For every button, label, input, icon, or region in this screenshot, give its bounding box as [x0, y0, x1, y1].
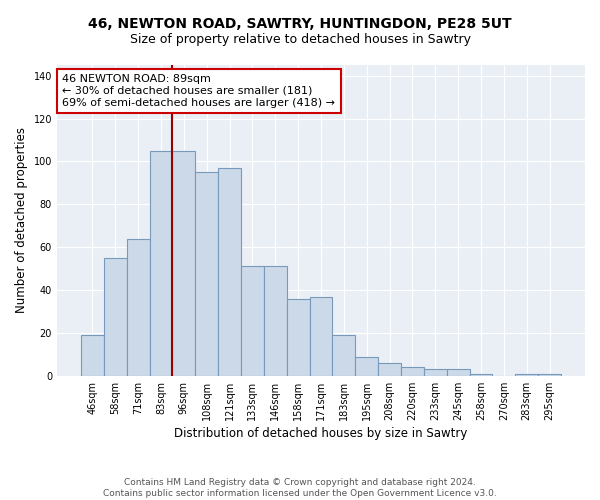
Text: Contains HM Land Registry data © Crown copyright and database right 2024.
Contai: Contains HM Land Registry data © Crown c… [103, 478, 497, 498]
Bar [218, 168, 241, 376]
X-axis label: Distribution of detached houses by size in Sawtry: Distribution of detached houses by size … [174, 427, 467, 440]
Bar [378, 363, 401, 376]
Bar [446, 370, 470, 376]
Text: Size of property relative to detached houses in Sawtry: Size of property relative to detached ho… [130, 32, 470, 46]
Bar [287, 298, 310, 376]
Bar [538, 374, 561, 376]
Bar [81, 335, 104, 376]
Bar [104, 258, 127, 376]
Bar [515, 374, 538, 376]
Bar [264, 266, 287, 376]
Bar [127, 238, 149, 376]
Text: 46 NEWTON ROAD: 89sqm
← 30% of detached houses are smaller (181)
69% of semi-det: 46 NEWTON ROAD: 89sqm ← 30% of detached … [62, 74, 335, 108]
Bar [355, 356, 378, 376]
Bar [424, 370, 446, 376]
Bar [401, 367, 424, 376]
Bar [195, 172, 218, 376]
Bar [310, 296, 332, 376]
Bar [241, 266, 264, 376]
Bar [172, 150, 195, 376]
Bar [149, 150, 172, 376]
Bar [470, 374, 493, 376]
Bar [332, 335, 355, 376]
Y-axis label: Number of detached properties: Number of detached properties [15, 128, 28, 314]
Text: 46, NEWTON ROAD, SAWTRY, HUNTINGDON, PE28 5UT: 46, NEWTON ROAD, SAWTRY, HUNTINGDON, PE2… [88, 18, 512, 32]
